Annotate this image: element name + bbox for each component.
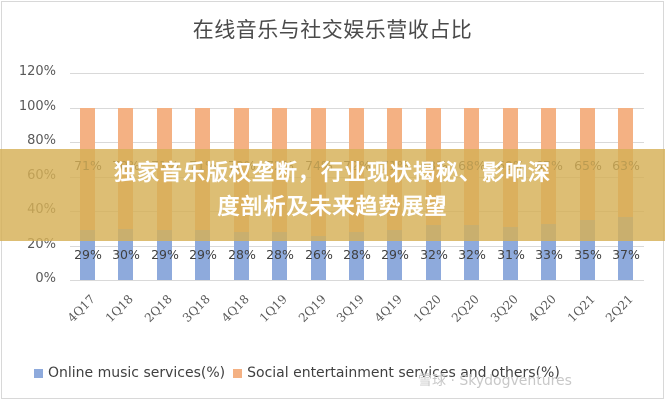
legend-swatch-social-entertainment — [233, 368, 243, 378]
bar-online-music — [80, 230, 95, 280]
legend-label-social-entertainment: Social entertainment services and others… — [247, 365, 560, 381]
bar-online-music — [234, 232, 249, 280]
bar-online-music — [387, 230, 402, 280]
bar-online-music — [195, 230, 210, 280]
data-label-online-music: 28% — [343, 247, 371, 262]
bar-online-music — [118, 228, 133, 280]
data-label-online-music: 33% — [535, 247, 563, 262]
data-label-online-music: 35% — [574, 247, 602, 262]
headline-banner — [0, 149, 665, 241]
y-tick-label: 120% — [18, 64, 56, 79]
legend-label-online-music: Online music services(%) — [48, 365, 226, 381]
y-tick-label: 100% — [18, 99, 56, 114]
legend-item-online-music: Online music services(%) — [34, 365, 225, 381]
data-label-online-music: 28% — [228, 247, 256, 262]
headline-text: 独家音乐版权垄断，行业现状揭秘、影响深 度剖析及未来趋势展望 — [0, 157, 665, 225]
chart-title: 在线音乐与社交娱乐营收占比 — [192, 18, 473, 42]
headline-line-1: 独家音乐版权垄断，行业现状揭秘、影响深 — [113, 161, 551, 186]
watermark: 雪球 · Skydogventures — [418, 373, 572, 389]
data-label-online-music: 32% — [420, 247, 448, 262]
bar-online-music — [349, 232, 364, 280]
data-label-online-music: 29% — [381, 247, 409, 262]
gridline — [70, 280, 644, 281]
data-label-online-music: 37% — [612, 247, 640, 262]
data-label-online-music: 30% — [112, 247, 140, 262]
data-label-online-music: 29% — [189, 247, 217, 262]
data-label-online-music: 32% — [458, 247, 486, 262]
bar-online-music — [311, 235, 326, 280]
data-label-online-music: 29% — [151, 247, 179, 262]
legend-item-social-entertainment: Social entertainment services and others… — [233, 365, 560, 381]
data-label-online-music: 28% — [266, 247, 294, 262]
bar-online-music — [157, 230, 172, 280]
y-tick-label: 80% — [27, 133, 56, 148]
data-label-online-music: 26% — [305, 247, 333, 262]
legend-swatch-online-music — [34, 368, 43, 378]
data-label-online-music: 31% — [497, 247, 525, 262]
gridline — [70, 73, 644, 74]
y-tick-label: 0% — [35, 271, 56, 286]
chart-legend: Online music services(%) Social entertai… — [34, 365, 568, 381]
headline-line-2: 度剖析及未来趋势展望 — [217, 195, 448, 220]
bar-online-music — [272, 232, 287, 280]
data-label-online-music: 29% — [74, 247, 102, 262]
